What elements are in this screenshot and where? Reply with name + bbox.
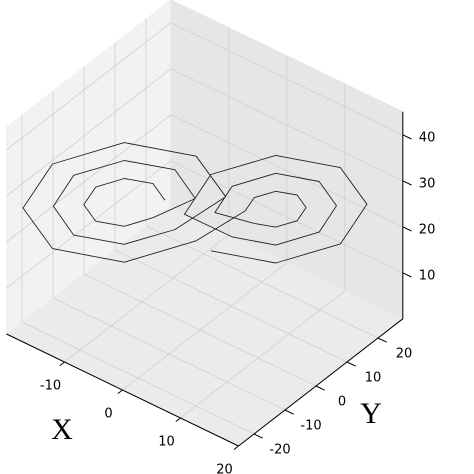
grid-line [170,22,403,136]
grid-line [122,262,288,391]
y-axis-line [238,318,404,447]
y-tick-label: 0 [338,395,346,410]
grid-line [170,160,403,274]
marks [22,142,368,264]
x-tick-label: 20 [216,463,233,474]
x-axis-line [6,333,239,447]
z-tick-label: 40 [419,130,436,145]
tick-mark [233,445,239,450]
grid-line [64,234,230,363]
tick-mark [402,134,412,140]
grid-line [21,321,255,435]
x-tick-label: 0 [104,407,112,422]
panes [5,0,404,447]
axes: -10 0 10 20 -20 -10 0 10 20 10 20 30 40 [6,111,436,474]
y-axis-label: Y [360,397,382,430]
tick-mark [346,361,356,367]
tick-mark [402,180,412,186]
y-tick-label: 10 [365,371,382,386]
z-tick-label: 20 [419,222,436,237]
tick-mark [253,433,263,439]
grid-line [180,290,346,419]
y-tick-label: -10 [300,419,321,434]
x-tick-label: 10 [158,435,175,450]
grid-line [6,22,172,151]
grid-line [52,297,286,411]
grid-line [83,273,317,387]
tick-mark [117,389,123,394]
tick-mark [175,417,181,422]
x-axis-label: X [51,413,73,446]
y-tick-label: 20 [396,347,413,362]
grid-line [6,114,172,243]
y-tick-label: -20 [269,443,290,458]
tick-mark [59,361,65,366]
z-tick-label: 10 [419,268,436,283]
tick-mark [377,337,387,343]
tick-mark [315,385,325,391]
grid-line [114,249,348,363]
grid-line [170,68,403,182]
grid-line [6,68,172,197]
z-tick-label: 30 [419,176,436,191]
tick-mark [402,226,412,232]
tick-mark [402,272,412,278]
x-tick-label: -10 [40,379,61,394]
tick-mark [284,409,294,415]
trajectory [22,142,368,264]
